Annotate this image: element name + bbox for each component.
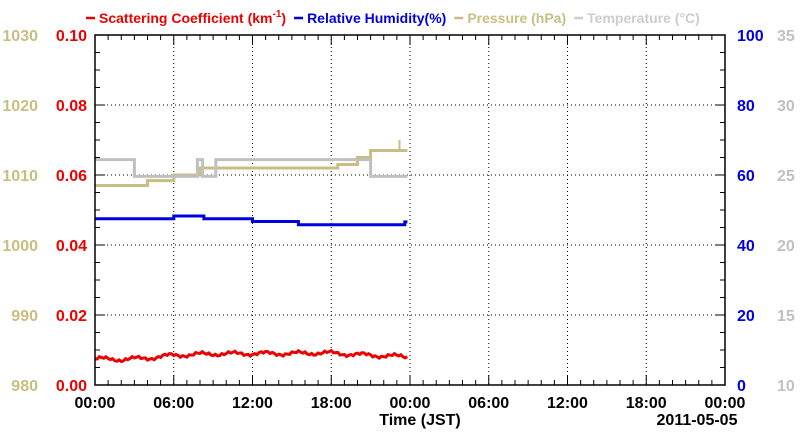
temperature-tick-label: 15: [777, 308, 795, 325]
legend-label: Temperature (°C): [587, 10, 700, 26]
legend-label: Relative Humidity(%): [307, 10, 446, 26]
humidity-tick-label: 100: [737, 28, 764, 45]
x-tick-label: 12:00: [232, 395, 273, 412]
temperature-tick-label: 30: [777, 98, 795, 115]
temperature-tick-label: 20: [777, 238, 795, 255]
scattering-tick-label: 0.04: [56, 238, 87, 255]
temperature-tick-label: 10: [777, 378, 795, 395]
humidity-tick-label: 0: [737, 378, 746, 395]
x-tick-label: 00:00: [705, 395, 746, 412]
scattering-tick-label: 0.08: [56, 98, 87, 115]
legend: Scattering Coefficient (km-1) Relative Hu…: [86, 9, 700, 26]
pressure-tick-label: 1000: [2, 238, 38, 255]
series-layer: [94, 140, 409, 364]
humidity-tick-label: 20: [737, 308, 755, 325]
temperature-tick-label: 25: [777, 168, 795, 185]
scattering-tick-label: 0.00: [56, 378, 87, 395]
pressure-tick-label: 990: [11, 308, 38, 325]
series-line-scattering-coefficient: [94, 348, 409, 364]
x-axis-title: Time (JST): [379, 412, 461, 429]
grid: [95, 35, 725, 385]
pressure-tick-label: 980: [11, 378, 38, 395]
x-tick-label: 12:00: [547, 395, 588, 412]
x-tick-label: 06:00: [468, 395, 509, 412]
x-tick-label: 00:00: [390, 395, 431, 412]
humidity-tick-label: 80: [737, 98, 755, 115]
x-tick-label: 18:00: [311, 395, 352, 412]
humidity-tick-label: 60: [737, 168, 755, 185]
scattering-tick-label: 0.06: [56, 168, 87, 185]
date-label: 2011-05-05: [657, 412, 738, 429]
series-line-relative-humidity: [95, 214, 408, 227]
series-line-pressure: [95, 149, 408, 187]
temperature-tick-label: 35: [777, 28, 795, 45]
pressure-tick-label: 1020: [2, 98, 38, 115]
scattering-tick-label: 0.02: [56, 308, 87, 325]
legend-label: Pressure (hPa): [467, 10, 566, 26]
x-tick-label: 06:00: [153, 395, 194, 412]
pressure-tick-label: 1030: [2, 28, 38, 45]
x-tick-label: 18:00: [626, 395, 667, 412]
scattering-tick-label: 0.10: [56, 28, 87, 45]
series-line-temperature: [95, 158, 408, 178]
humidity-tick-label: 40: [737, 238, 755, 255]
legend-label: Scattering Coefficient (km-1): [99, 9, 286, 26]
axes: 00:00 06:00 12:00 18:00 00:00 06:00 12:00 18:00…: [2, 28, 794, 412]
pressure-tick-label: 1010: [2, 168, 38, 185]
x-tick-label: 00:00: [75, 395, 116, 412]
